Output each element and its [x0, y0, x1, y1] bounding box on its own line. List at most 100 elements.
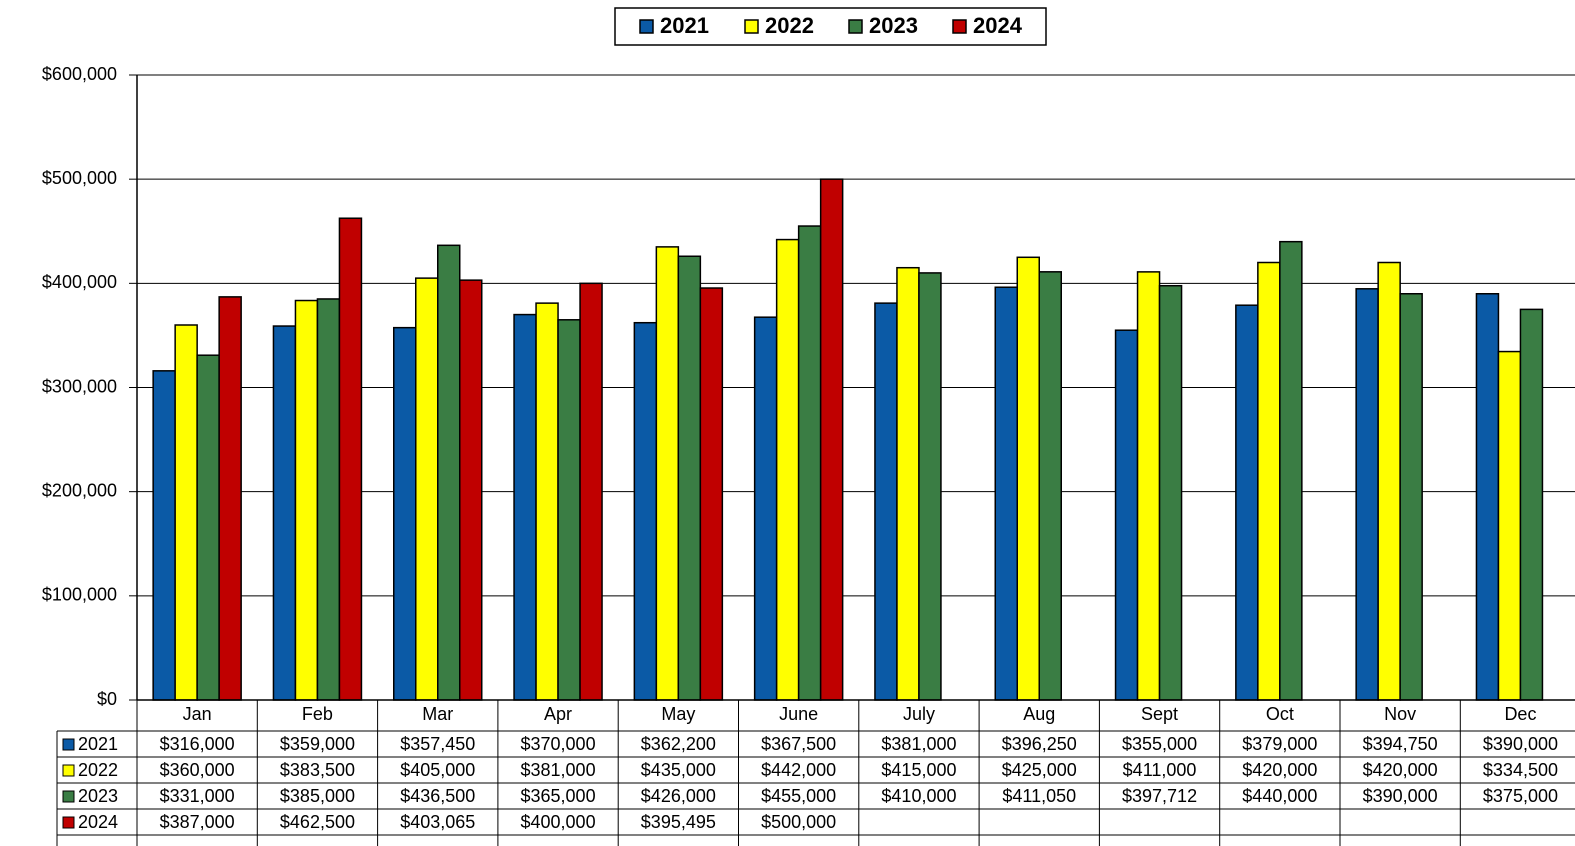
bar: [316, 298, 341, 701]
bar: [1136, 271, 1161, 701]
bar: [1519, 308, 1544, 701]
bar: [1399, 293, 1423, 701]
y-tick-label: $600,000: [42, 64, 117, 84]
table-value: $410,000: [881, 786, 956, 806]
x-tick-label: May: [661, 704, 695, 724]
bar: [819, 178, 844, 701]
table-value: $362,200: [641, 734, 716, 754]
table-value: $390,000: [1363, 786, 1438, 806]
table-value: $436,500: [400, 786, 475, 806]
table-value: $357,450: [400, 734, 475, 754]
bar: [1158, 284, 1183, 701]
table-value: $375,000: [1483, 786, 1558, 806]
bar: [415, 277, 439, 701]
legend-key: [639, 19, 654, 34]
bar: [513, 313, 537, 701]
table-value: $381,000: [881, 734, 956, 754]
table-value: $500,000: [761, 812, 836, 832]
table-value: $316,000: [160, 734, 235, 754]
bar: [1235, 304, 1259, 701]
table-value: $397,712: [1122, 786, 1197, 806]
x-tick-label: Dec: [1504, 704, 1536, 724]
x-tick-label: Jan: [183, 704, 212, 724]
bar: [994, 286, 1018, 701]
legend-box: [614, 7, 1047, 46]
x-tick-label: Nov: [1384, 704, 1416, 724]
legend-label: 2021: [660, 13, 709, 38]
bar: [775, 238, 800, 701]
bar: [1355, 288, 1379, 701]
table-value: $405,000: [400, 760, 475, 780]
table-value: $387,000: [160, 812, 235, 832]
legend-key: [62, 738, 75, 751]
bar: [579, 282, 603, 701]
bar: [196, 354, 220, 701]
bar: [896, 266, 920, 701]
bar: [1016, 256, 1040, 701]
bar: [1497, 350, 1522, 701]
bar: [174, 324, 198, 701]
table-value: $395,495: [641, 812, 716, 832]
legend-key: [744, 19, 759, 34]
legend-key: [62, 816, 75, 829]
legend-key: [848, 19, 863, 34]
table-value: $396,250: [1002, 734, 1077, 754]
bar: [294, 299, 319, 701]
bar: [393, 326, 417, 701]
table-value: $381,000: [521, 760, 596, 780]
table-value: $415,000: [881, 760, 956, 780]
bar: [918, 272, 942, 701]
bar: [218, 296, 242, 701]
bar: [1114, 329, 1139, 701]
bar: [1279, 240, 1303, 701]
y-tick-label: $500,000: [42, 168, 117, 188]
table-value: $425,000: [1002, 760, 1077, 780]
bar: [699, 287, 724, 701]
y-tick-label: $400,000: [42, 272, 117, 292]
y-tick-label: $100,000: [42, 585, 117, 605]
bar: [338, 217, 363, 701]
table-value: $360,000: [160, 760, 235, 780]
legend-label: 2022: [765, 13, 814, 38]
legend-key: [62, 764, 75, 777]
x-tick-label: July: [903, 704, 935, 724]
x-tick-label: Oct: [1266, 704, 1294, 724]
table-value: $455,000: [761, 786, 836, 806]
x-tick-label: Aug: [1023, 704, 1055, 724]
bar: [677, 255, 702, 701]
legend-label: 2024: [973, 13, 1023, 38]
table-value: $411,000: [1123, 760, 1197, 780]
table-value: $400,000: [521, 812, 596, 832]
table-value: $379,000: [1242, 734, 1317, 754]
table-value: $420,000: [1242, 760, 1317, 780]
table-value: $435,000: [641, 760, 716, 780]
table-series-name: 2022: [78, 760, 118, 780]
bar: [633, 321, 658, 701]
table-value: $365,000: [521, 786, 596, 806]
table-value: $331,000: [160, 786, 235, 806]
bar: [753, 316, 778, 701]
bar: [535, 302, 559, 701]
table-series-name: 2021: [78, 734, 118, 754]
bar: [1257, 261, 1281, 701]
table-value: $442,000: [761, 760, 836, 780]
table-value: $334,500: [1483, 760, 1558, 780]
table-value: $367,500: [761, 734, 836, 754]
table-series-name: 2024: [78, 812, 118, 832]
y-tick-label: $0: [97, 689, 117, 709]
legend-key: [952, 19, 967, 34]
bar: [874, 302, 898, 701]
table-value: $394,750: [1363, 734, 1438, 754]
table-value: $359,000: [280, 734, 355, 754]
x-tick-label: Feb: [302, 704, 333, 724]
bar: [1377, 261, 1401, 701]
table-value: $385,000: [280, 786, 355, 806]
legend-key: [62, 790, 75, 803]
x-tick-label: Apr: [544, 704, 572, 724]
bar: [1038, 271, 1062, 701]
table-series-name: 2023: [78, 786, 118, 806]
bar: [459, 279, 483, 701]
bar: [557, 319, 581, 701]
bar: [152, 370, 176, 701]
